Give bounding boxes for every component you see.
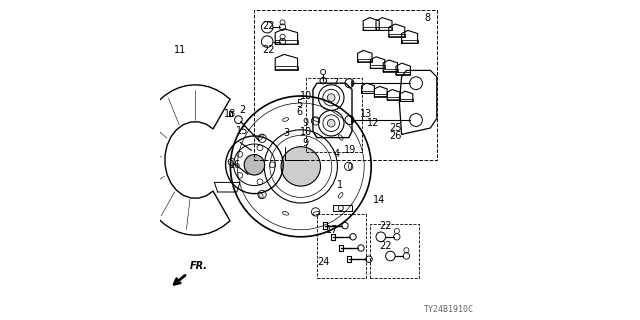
Text: 9: 9 [303, 117, 309, 128]
Text: 3: 3 [284, 128, 289, 138]
Text: 2: 2 [239, 105, 245, 116]
Text: 25: 25 [389, 123, 401, 133]
Circle shape [328, 94, 335, 101]
Text: 1: 1 [337, 180, 342, 190]
Text: 26: 26 [389, 131, 401, 141]
Text: 22: 22 [262, 44, 275, 55]
Text: 10: 10 [300, 127, 312, 137]
Text: 22: 22 [380, 220, 392, 231]
Text: 17: 17 [326, 225, 339, 235]
Text: 8: 8 [424, 13, 430, 23]
Text: 7: 7 [332, 77, 339, 88]
Circle shape [281, 147, 321, 186]
Text: 5: 5 [296, 99, 303, 109]
Text: 4: 4 [334, 148, 340, 159]
Text: 11: 11 [174, 44, 186, 55]
Text: 15: 15 [236, 125, 248, 136]
Text: FR.: FR. [189, 261, 207, 271]
Text: 9: 9 [303, 138, 309, 148]
Text: 22: 22 [262, 20, 275, 31]
Text: 18: 18 [223, 108, 236, 119]
Text: TY24B1910C: TY24B1910C [424, 305, 474, 314]
Text: 22: 22 [380, 241, 392, 252]
Text: 19: 19 [344, 145, 356, 155]
Circle shape [328, 119, 335, 127]
Text: 10: 10 [300, 91, 312, 101]
Circle shape [244, 155, 265, 175]
Text: 13: 13 [360, 108, 372, 119]
Text: 12: 12 [367, 118, 379, 128]
Text: 6: 6 [296, 107, 303, 117]
Text: 14: 14 [373, 195, 385, 205]
Text: 24: 24 [317, 257, 330, 267]
Text: 16: 16 [229, 160, 242, 170]
